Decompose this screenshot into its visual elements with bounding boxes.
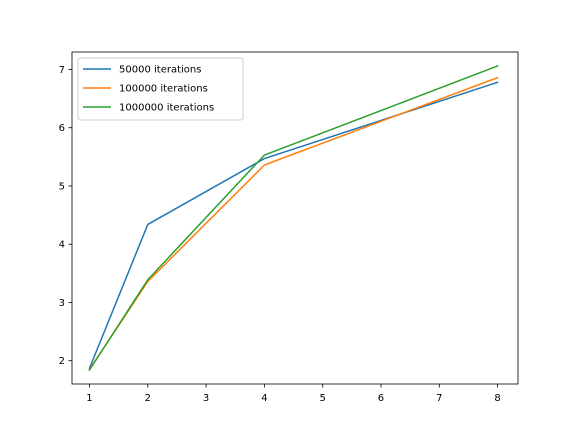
y-tick-label: 2 bbox=[59, 356, 65, 367]
legend-label: 100000 iterations bbox=[119, 84, 208, 95]
y-tick-label: 3 bbox=[59, 298, 65, 309]
x-tick-label: 6 bbox=[378, 393, 384, 404]
y-tick-label: 7 bbox=[59, 65, 65, 76]
x-tick-label: 5 bbox=[320, 393, 326, 404]
x-tick-label: 7 bbox=[436, 393, 442, 404]
series-layer bbox=[88, 65, 499, 372]
x-tick-label: 1 bbox=[86, 393, 92, 404]
legend-label: 1000000 iterations bbox=[119, 103, 214, 114]
x-tick-label: 8 bbox=[494, 393, 500, 404]
y-tick-label: 5 bbox=[59, 181, 65, 192]
series-line-2 bbox=[88, 65, 499, 372]
legend-label: 50000 iterations bbox=[119, 65, 201, 76]
x-tick-label: 2 bbox=[145, 393, 151, 404]
y-tick-label: 6 bbox=[59, 123, 65, 134]
legend: 50000 iterations 100000 iterations 1000000… bbox=[77, 57, 244, 121]
y-tick-label: 4 bbox=[59, 240, 65, 251]
legend-box bbox=[77, 57, 244, 121]
x-tick-label: 4 bbox=[261, 393, 267, 404]
x-tick-label: 3 bbox=[203, 393, 209, 404]
series-line-0 bbox=[88, 81, 499, 370]
axes-layer: 1 2 3 4 5 6 7 8 2 3 4 5 6 7 bbox=[59, 51, 519, 404]
axes-frame bbox=[71, 51, 519, 385]
